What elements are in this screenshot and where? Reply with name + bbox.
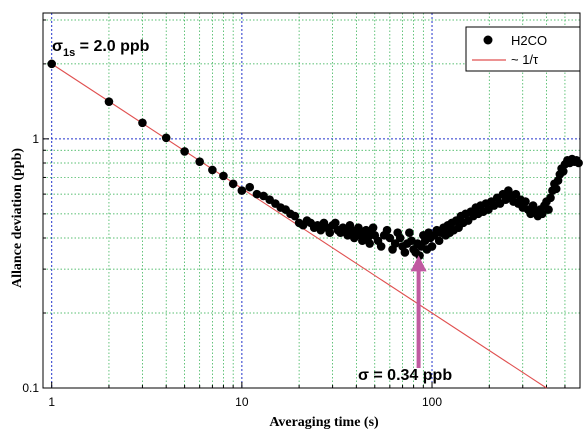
data-point xyxy=(237,186,247,195)
data-point xyxy=(551,184,561,194)
data-point xyxy=(405,228,414,238)
axis-ticks: 1 10 100 0.1 1 xyxy=(22,19,581,409)
data-point xyxy=(382,225,392,235)
data-point xyxy=(245,182,255,192)
x-tick-label: 1 xyxy=(48,395,55,409)
data-point xyxy=(219,171,228,181)
data-point xyxy=(376,242,386,251)
sigma-symbol: σ xyxy=(52,38,63,55)
sigma-1s-value: = 2.0 ppb xyxy=(75,38,149,55)
legend-label-fit: ~ 1/τ xyxy=(511,52,539,67)
plot-frame xyxy=(42,12,581,389)
y-axis-label: Allance deviation (ppb) xyxy=(10,148,25,288)
sigma-1s-annotation: σ1s = 2.0 ppb xyxy=(52,38,150,59)
data-point xyxy=(180,147,189,156)
arrow-head xyxy=(410,255,427,272)
legend-label-h2co: H2CO xyxy=(511,33,547,48)
sigma-subscript: 1s xyxy=(63,47,75,59)
data-point xyxy=(331,218,340,228)
data-point xyxy=(395,233,405,243)
data-point xyxy=(208,165,217,175)
data-point xyxy=(415,251,424,260)
data-point xyxy=(228,179,238,189)
data-point xyxy=(325,228,335,238)
data-point xyxy=(434,236,444,246)
legend-marker-h2co xyxy=(483,35,493,45)
data-point xyxy=(546,193,555,203)
data-point xyxy=(521,197,530,206)
data-point xyxy=(345,220,355,230)
data-point xyxy=(537,209,547,219)
sigma-min-annotation: σ = 0.34 ppb xyxy=(358,367,452,384)
data-point xyxy=(252,189,262,199)
data-point xyxy=(390,239,400,248)
data-point xyxy=(104,97,114,106)
data-point xyxy=(161,133,171,143)
minimum-arrow xyxy=(410,255,427,368)
x-axis-label: Averaging time (s) xyxy=(269,415,379,430)
data-point xyxy=(544,205,553,214)
data-point xyxy=(138,118,147,128)
data-point xyxy=(354,223,363,232)
data-point xyxy=(427,242,437,251)
data-point xyxy=(290,211,300,221)
data-point xyxy=(47,59,57,69)
x-tick-label: 100 xyxy=(422,395,442,409)
y-tick-label: 0.1 xyxy=(22,381,39,395)
y-tick-label: 1 xyxy=(32,132,39,146)
data-point xyxy=(365,239,374,248)
data-point xyxy=(368,223,378,232)
data-points xyxy=(47,59,583,260)
data-point xyxy=(400,248,410,257)
legend-box xyxy=(465,26,581,72)
data-point xyxy=(574,158,583,168)
data-point xyxy=(195,157,204,166)
legend: H2CO ~ 1/τ xyxy=(465,26,581,72)
x-tick-label: 10 xyxy=(235,395,249,409)
data-point xyxy=(558,167,568,176)
data-point xyxy=(385,233,395,243)
